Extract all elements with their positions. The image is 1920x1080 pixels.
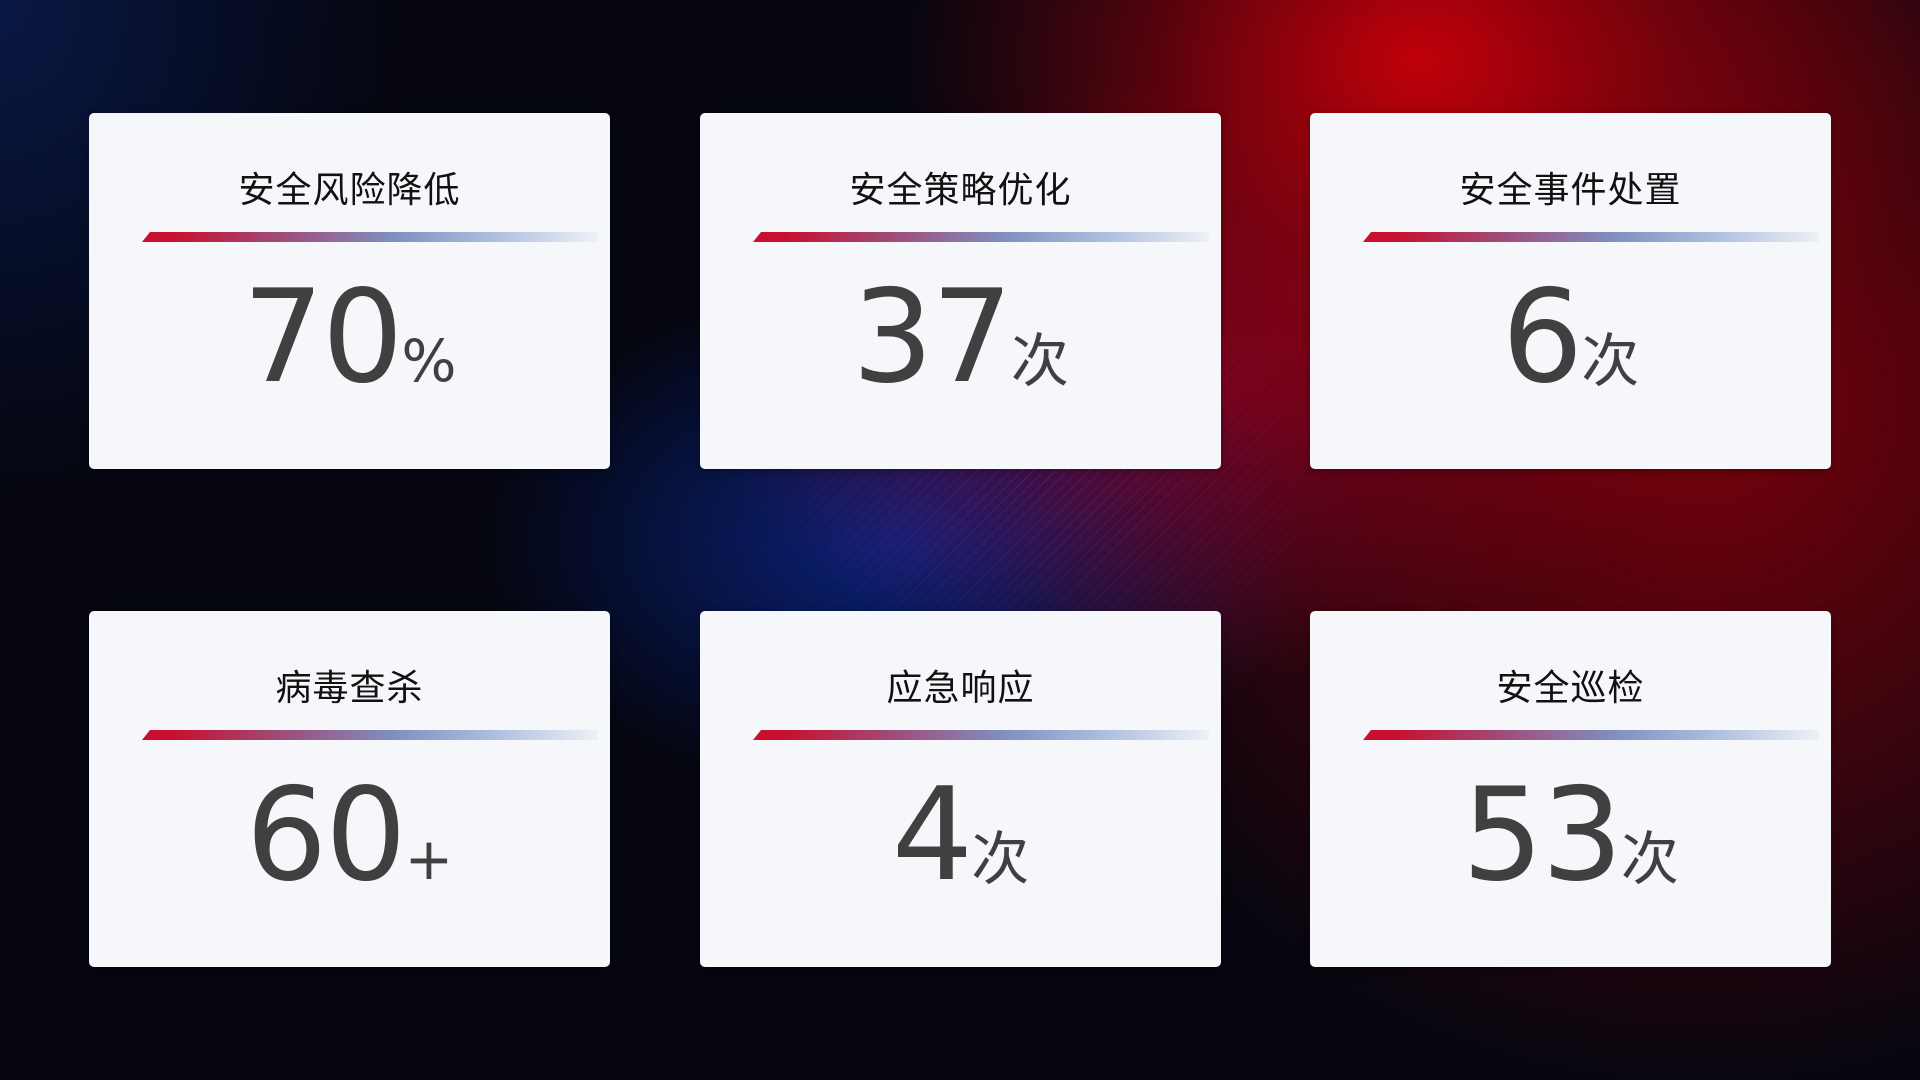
value-unit: 次 bbox=[1620, 825, 1679, 893]
value-number: 60 bbox=[245, 761, 407, 910]
value-unit: % bbox=[401, 327, 457, 395]
card-divider bbox=[1363, 232, 1819, 242]
value-number: 6 bbox=[1501, 263, 1583, 412]
card-title: 应急响应 bbox=[886, 668, 1035, 709]
value-number: 70 bbox=[242, 263, 404, 412]
value-unit: 次 bbox=[971, 825, 1030, 893]
stat-card-virus-removal: 病毒查杀 60+ bbox=[89, 611, 610, 967]
stat-card-security-inspection: 安全巡检 53次 bbox=[1310, 611, 1831, 967]
card-value: 6次 bbox=[1310, 263, 1831, 412]
card-title: 安全策略优化 bbox=[849, 170, 1072, 211]
card-value: 4次 bbox=[700, 761, 1221, 910]
stat-card-risk-reduction: 安全风险降低 70% bbox=[89, 113, 610, 469]
value-number: 53 bbox=[1462, 761, 1623, 910]
card-divider bbox=[142, 232, 598, 242]
card-title: 病毒查杀 bbox=[275, 668, 424, 709]
value-unit: 次 bbox=[1581, 327, 1640, 395]
card-divider bbox=[753, 232, 1209, 242]
card-title: 安全风险降低 bbox=[238, 170, 461, 211]
card-title: 安全事件处置 bbox=[1459, 170, 1682, 211]
value-number: 4 bbox=[891, 761, 973, 910]
card-value: 37次 bbox=[700, 263, 1221, 412]
card-value: 60+ bbox=[89, 761, 610, 910]
card-divider bbox=[1363, 730, 1819, 740]
stat-card-emergency-response: 应急响应 4次 bbox=[700, 611, 1221, 967]
card-title: 安全巡检 bbox=[1496, 668, 1645, 709]
card-value: 70% bbox=[89, 263, 610, 412]
value-unit: + bbox=[404, 825, 454, 893]
card-value: 53次 bbox=[1310, 761, 1831, 910]
stat-card-policy-optimization: 安全策略优化 37次 bbox=[700, 113, 1221, 469]
stat-card-incident-handling: 安全事件处置 6次 bbox=[1310, 113, 1831, 469]
card-divider bbox=[142, 730, 598, 740]
card-divider bbox=[753, 730, 1209, 740]
value-unit: 次 bbox=[1010, 327, 1069, 395]
value-number: 37 bbox=[852, 263, 1013, 412]
